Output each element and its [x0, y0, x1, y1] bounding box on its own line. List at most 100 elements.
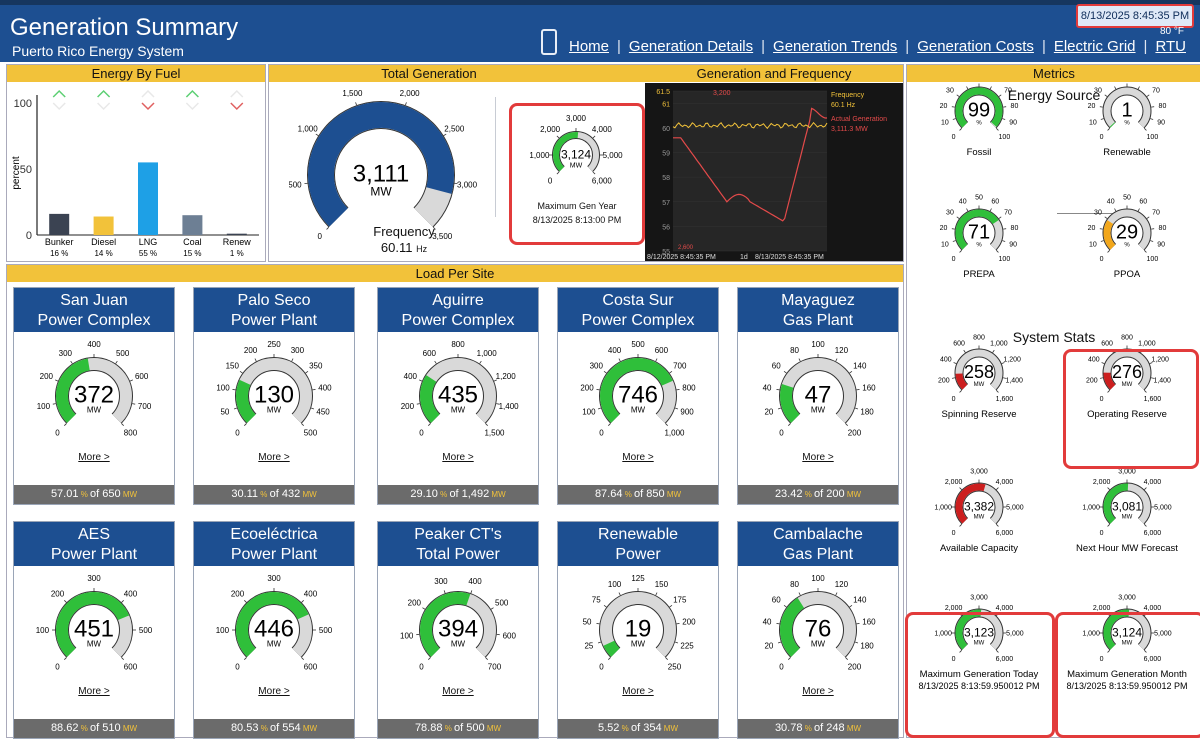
more-link[interactable]: More >: [738, 686, 898, 697]
gauge-tick: [1108, 128, 1110, 130]
gauge-tick: [656, 593, 657, 596]
gauge-tick: [1115, 208, 1116, 211]
nav-separator: |: [1042, 38, 1046, 55]
percent-symbol: %: [442, 724, 454, 733]
gauge-tick: [593, 172, 595, 174]
gauge-value: 29: [1116, 222, 1138, 244]
gauge-tick-label: 200: [40, 372, 54, 381]
forecast-label: Next Hour MW Forecast: [1076, 543, 1178, 554]
gauge-tick: [604, 371, 606, 373]
site-percent: 5.52: [598, 722, 619, 734]
site-name-line2: Power Plant: [14, 545, 174, 565]
gauge-tick-label: 50: [583, 618, 592, 627]
gauge-tick-label: 0: [318, 232, 323, 241]
nav-generation-costs[interactable]: Generation Costs: [917, 38, 1034, 55]
gauge-tick-label: 300: [291, 346, 305, 355]
gauge-tick: [953, 119, 956, 120]
gauge-unit: MW: [974, 514, 985, 520]
gauge-tick: [1144, 488, 1146, 490]
gauge-tick: [316, 134, 319, 136]
gauge-unit: MW: [87, 640, 102, 649]
gauge-tick-label: 90: [1157, 120, 1165, 127]
gauge-tick: [850, 371, 852, 373]
more-link[interactable]: More >: [738, 452, 898, 463]
gauge-tick-label: 200: [401, 402, 415, 411]
more-link[interactable]: More >: [378, 452, 538, 463]
gauge-tick: [356, 102, 357, 105]
generation-frequency-trend-chart[interactable]: 61.5616059585756553,2002,600Frequency60.…: [645, 83, 903, 261]
nav-separator: |: [617, 38, 621, 55]
gauge-tick-label: 200: [231, 589, 245, 598]
y-axis-label: percent: [11, 156, 22, 190]
gauge-tick-label: 125: [631, 574, 645, 583]
more-link[interactable]: More >: [194, 686, 354, 697]
gauge-tick-label: 400: [468, 577, 482, 586]
gauge-tick: [960, 250, 962, 252]
mobile-device-icon[interactable]: [541, 29, 557, 55]
gauge-tick-label: 1,600: [996, 396, 1014, 403]
gauge-tick-label: 200: [408, 598, 422, 607]
nav-electric-grid[interactable]: Electric Grid: [1054, 38, 1136, 55]
gauge-unit: %: [976, 243, 982, 249]
gauge-tick: [957, 95, 959, 97]
gauge-tick: [116, 361, 118, 363]
legend-generation: Actual Generation: [831, 116, 887, 123]
gauge-tick-label: 2,000: [1093, 605, 1111, 612]
site-capacity: 510: [102, 722, 120, 734]
more-link[interactable]: More >: [558, 686, 718, 697]
bar-diesel: [94, 217, 114, 235]
y-tick-label: 60: [662, 126, 670, 133]
nav-generation-trends[interactable]: Generation Trends: [773, 38, 897, 55]
of-label: of: [631, 722, 643, 734]
gauge-tick: [557, 136, 559, 138]
gauge-tick: [990, 208, 991, 211]
gauge-tick-label: 0: [1100, 530, 1104, 537]
more-link[interactable]: More >: [558, 452, 718, 463]
site-capacity: 554: [282, 722, 300, 734]
gauge-fill: [609, 643, 615, 652]
of-label: of: [90, 488, 102, 500]
nav-home[interactable]: Home: [569, 38, 609, 55]
site-capacity-footer: 57.01 % of 650 MW: [14, 485, 174, 504]
more-link[interactable]: More >: [14, 686, 174, 697]
site-percent: 87.64: [595, 488, 623, 500]
gauge-tick: [311, 408, 314, 409]
capacity-unit: MW: [845, 490, 861, 499]
gauge-tick-label: 2,000: [945, 479, 963, 486]
gauge-tick: [1108, 488, 1110, 490]
gauge-tick-label: 160: [862, 618, 876, 627]
gauge-value: 258: [964, 362, 994, 382]
bar-value-label: 15 %: [183, 249, 201, 258]
gauge-tick-label: 70: [1004, 87, 1012, 94]
capacity-unit: MW: [301, 724, 317, 733]
nav-rtu[interactable]: RTU: [1155, 38, 1186, 55]
gauge-tick-label: 600: [423, 349, 437, 358]
site-name-line2: Total Power: [378, 545, 538, 565]
gauge-tick: [967, 208, 968, 211]
gauge-tick: [799, 593, 800, 596]
gauge-tick-label: 800: [682, 384, 696, 393]
more-link[interactable]: More >: [14, 452, 174, 463]
site-capacity: 1,492: [462, 488, 490, 500]
nav-generation-details[interactable]: Generation Details: [629, 38, 753, 55]
fossil-gauge: 010203040506070809010099%: [940, 83, 1019, 141]
gauge-tick: [778, 642, 781, 643]
gauge-tick-label: 6,000: [996, 530, 1014, 537]
gauge-tick-label: 400: [318, 384, 332, 393]
gauge-tick-label: 200: [51, 589, 65, 598]
gauge-tick: [996, 390, 998, 392]
available-label: Available Capacity: [940, 543, 1018, 554]
gauge-tick-label: 800: [124, 428, 138, 437]
gauge-tick: [471, 590, 472, 593]
gauge-tick: [784, 605, 786, 607]
gauge-tick: [244, 600, 246, 602]
of-label: of: [270, 722, 282, 734]
more-link[interactable]: More >: [194, 452, 354, 463]
gauge-value: 47: [805, 382, 832, 409]
more-link[interactable]: More >: [378, 686, 538, 697]
